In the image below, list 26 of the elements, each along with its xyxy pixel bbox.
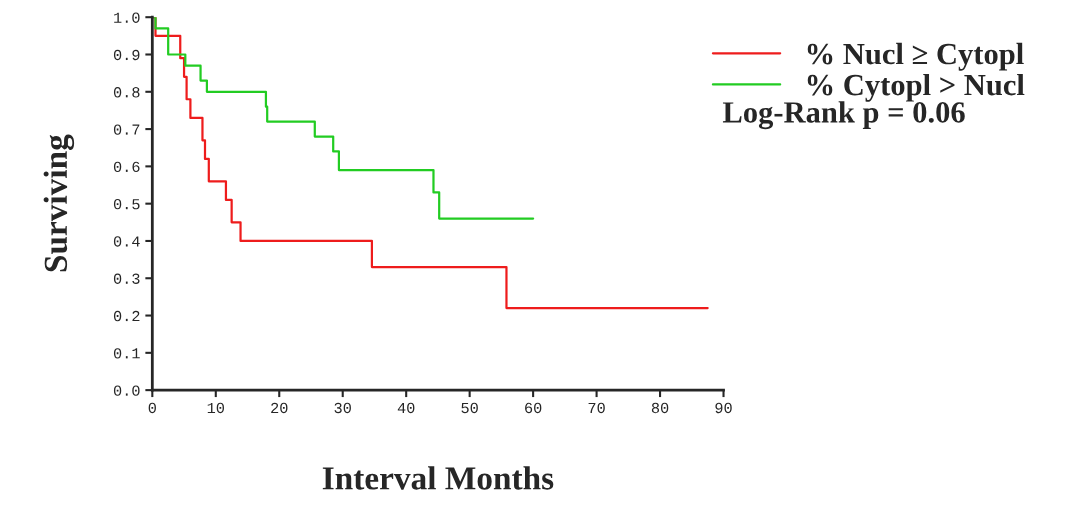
- y-tick-label: 0.5: [113, 198, 140, 210]
- y-tick-label: 0.0: [113, 385, 140, 396]
- y-tick-label: 0.8: [113, 87, 140, 98]
- y-axis-title: Surviving: [43, 134, 75, 272]
- y-tick-label: 1.0: [114, 12, 140, 23]
- annotation: Log-Rank p = 0.06: [722, 101, 965, 130]
- legend-label: % Nucl ≥ Cytopl: [807, 42, 1024, 71]
- x-tick-label: 40: [397, 402, 415, 414]
- x-tick-label: 90: [715, 402, 732, 414]
- y-tick-label: 0.2: [113, 310, 140, 322]
- x-tick-label: 50: [461, 402, 478, 414]
- y-tick-label: 0.1: [113, 348, 140, 359]
- x-tick-label: 60: [525, 402, 542, 414]
- y-tick-label: 0.4: [113, 236, 140, 247]
- legend-label: % Cytopl > Nucl: [807, 73, 1025, 102]
- x-tick-label: 30: [334, 402, 351, 414]
- y-tick-label: 0.3: [113, 273, 140, 284]
- x-tick-label: 70: [588, 402, 605, 414]
- x-tick-label: 0: [148, 402, 156, 414]
- y-tick-label: 0.6: [113, 161, 140, 173]
- x-tick-label: 20: [271, 402, 288, 414]
- x-tick-label: 80: [651, 402, 669, 414]
- x-axis-title: Interval Months: [322, 466, 554, 490]
- y-tick-label: 0.7: [113, 124, 140, 135]
- y-tick-label: 0.9: [113, 49, 140, 61]
- x-tick-label: 10: [207, 402, 225, 414]
